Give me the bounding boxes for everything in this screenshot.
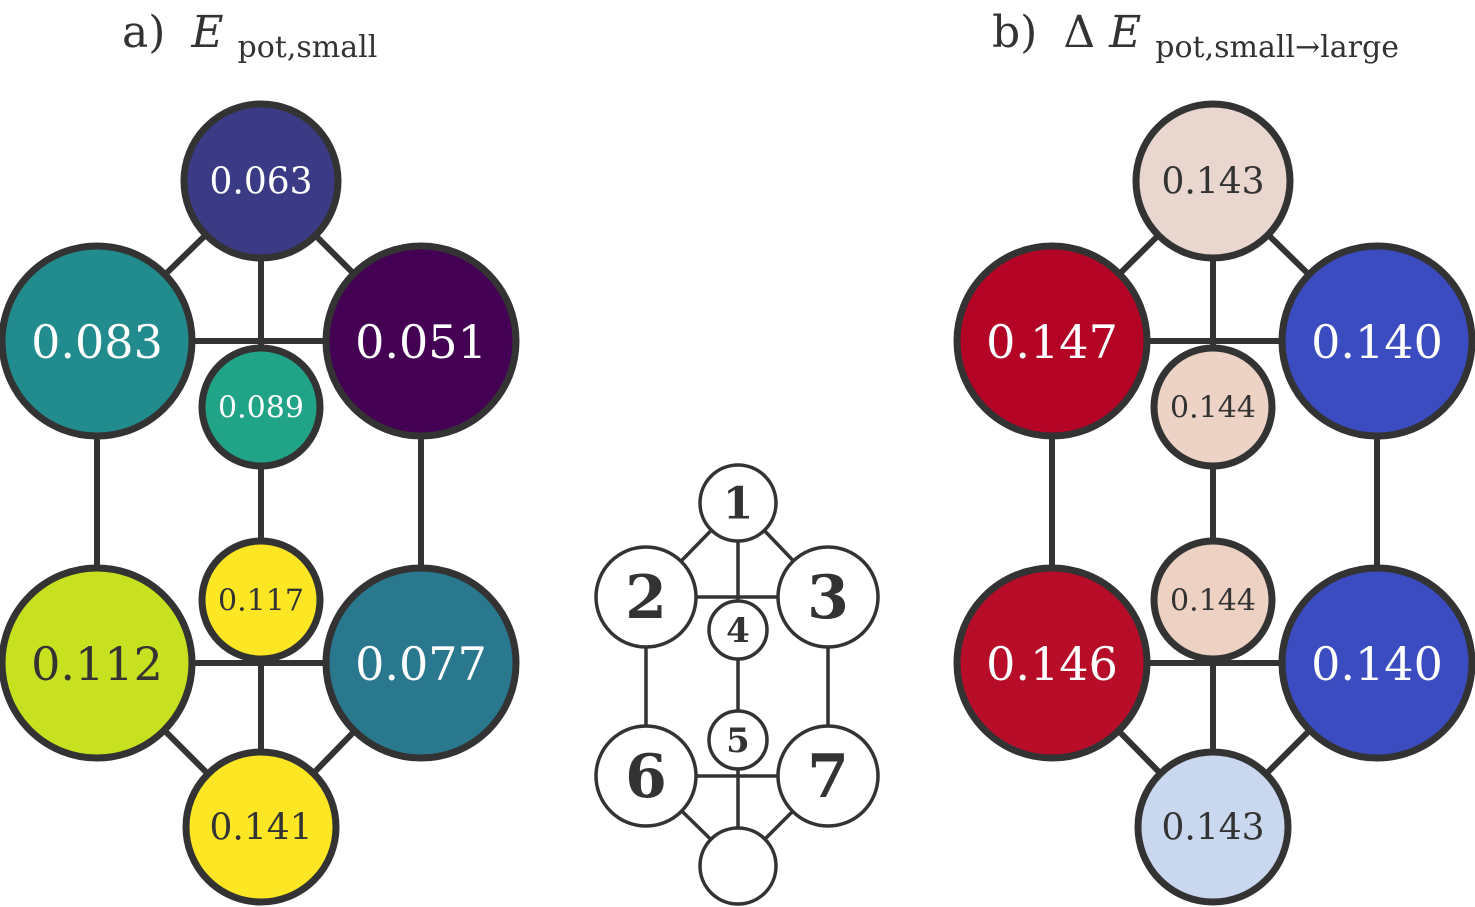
panel-b-node-2-label: 0.147 xyxy=(986,315,1118,369)
panel-a-node-1 xyxy=(180,100,342,262)
panel-b-node-6-label: 0.146 xyxy=(986,637,1118,691)
panel-b-node-1-label: 0.143 xyxy=(1161,162,1264,203)
panel-b-node-8-label: 0.143 xyxy=(1161,808,1264,849)
panel-a-node-4 xyxy=(198,344,324,470)
key-node-3 xyxy=(776,545,880,649)
panel-a-node-5-label: 0.117 xyxy=(218,584,304,619)
panel-a-node-7-label: 0.077 xyxy=(355,637,487,691)
key-node-5-label: 5 xyxy=(726,721,750,761)
panel-a-prefix: a) xyxy=(122,7,165,58)
panel-b-subscript: pot,small→large xyxy=(1155,30,1399,65)
key-node-7 xyxy=(776,724,880,828)
key-node-4-label: 4 xyxy=(726,611,750,651)
panel-b-title: b) Δ E pot,small→large xyxy=(992,7,1399,65)
key-node-6-label: 6 xyxy=(625,742,667,812)
panel-b-node-2 xyxy=(953,242,1151,440)
panel-b-node-5-label: 0.144 xyxy=(1170,584,1256,619)
panel-a-node-2 xyxy=(0,242,196,440)
panel-a-node-5 xyxy=(198,537,324,663)
panel-b-node-3-label: 0.140 xyxy=(1311,315,1443,369)
panel-a-node-8 xyxy=(182,748,340,906)
panel-b-node-3 xyxy=(1278,242,1475,440)
key-node-1 xyxy=(698,463,778,543)
panel-a-node-2-label: 0.083 xyxy=(31,315,163,369)
panel-b-symbol: E xyxy=(1108,7,1141,58)
panel-b-node-4 xyxy=(1150,344,1276,470)
panel-a-node-3-label: 0.051 xyxy=(355,315,487,369)
key-node-7-label: 7 xyxy=(807,742,849,812)
key-node-5 xyxy=(707,709,769,771)
panel-b-node-4-label: 0.144 xyxy=(1170,391,1256,426)
key-node-1-label: 1 xyxy=(723,479,754,530)
panel-b-node-7-label: 0.140 xyxy=(1311,637,1443,691)
panel-b-node-5 xyxy=(1150,537,1276,663)
panel-a-node-8-label: 0.141 xyxy=(209,808,312,849)
panel-b-delta: Δ xyxy=(1063,7,1095,58)
panel-a-node-6 xyxy=(0,564,196,762)
node-index-key: 1 2 3 4 5 6 7 xyxy=(594,463,880,906)
panel-b-node-7 xyxy=(1278,564,1475,762)
key-node-4 xyxy=(707,599,769,661)
key-node-2 xyxy=(594,545,698,649)
key-node-8 xyxy=(698,826,778,906)
panel-b-node-8 xyxy=(1134,748,1292,906)
panel-a-title: a) E pot,small xyxy=(122,7,377,65)
panel-a-subscript: pot,small xyxy=(238,30,378,65)
panel-a-node-4-label: 0.089 xyxy=(218,391,304,426)
panel-b-prefix: b) xyxy=(992,7,1037,58)
key-node-3-label: 3 xyxy=(807,563,849,633)
panel-a-node-6-label: 0.112 xyxy=(31,637,163,691)
panel-a-symbol: E xyxy=(190,7,223,58)
panel-a-node-1-label: 0.063 xyxy=(209,162,312,203)
key-node-2-label: 2 xyxy=(625,563,667,633)
panel-a-node-7 xyxy=(322,564,520,762)
panel-b-node-1 xyxy=(1132,100,1294,262)
panel-a-node-3 xyxy=(322,242,520,440)
panel-b-graph: 0.143 0.147 0.140 0.144 0.144 0.146 0.140 0.143 xyxy=(953,100,1475,906)
panel-b-node-6 xyxy=(953,564,1151,762)
panel-a-graph: 0.063 0.083 0.051 0.089 0.117 0.112 0.077 0.141 xyxy=(0,100,520,906)
key-node-6 xyxy=(594,724,698,828)
